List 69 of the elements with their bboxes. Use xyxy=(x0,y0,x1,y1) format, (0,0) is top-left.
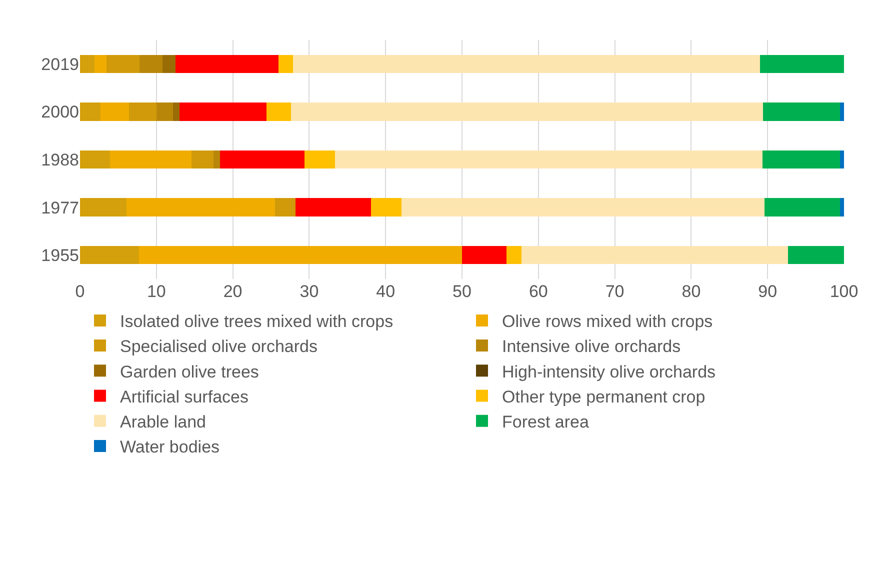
bar xyxy=(80,102,101,121)
x-tick-label: 100 xyxy=(830,282,858,301)
bar xyxy=(192,150,214,169)
bar xyxy=(788,246,844,264)
x-tick-label: 20 xyxy=(223,282,242,301)
bar xyxy=(80,150,110,169)
bar xyxy=(763,102,840,121)
x-tick-label: 80 xyxy=(682,282,701,301)
legend-label: Garden olive trees xyxy=(120,362,259,382)
legend-label: Other type permanent crop xyxy=(502,387,706,406)
y-tick-label: 1977 xyxy=(41,198,79,218)
bar xyxy=(506,246,522,264)
x-tick-label: 10 xyxy=(146,282,166,301)
bar xyxy=(220,150,305,169)
bar xyxy=(94,54,107,73)
x-tick-label: 90 xyxy=(758,282,778,301)
bar xyxy=(106,54,140,73)
y-tick-label: 1988 xyxy=(41,150,79,170)
x-tick-label: 40 xyxy=(376,282,396,301)
x-tick-label: 30 xyxy=(300,282,319,301)
bar xyxy=(840,102,844,121)
bar xyxy=(402,198,765,216)
bar xyxy=(128,102,156,121)
bar xyxy=(764,198,840,216)
bar xyxy=(138,246,462,264)
bar xyxy=(522,246,788,264)
legend-label: Specialised olive orchards xyxy=(120,337,318,356)
legend-label: Forest area xyxy=(502,412,590,432)
y-tick-label: 2019 xyxy=(41,54,79,74)
x-tick-label: 70 xyxy=(605,282,624,301)
legend-label: High-intensity olive orchards xyxy=(502,362,716,382)
bar xyxy=(266,102,291,121)
bar xyxy=(179,102,266,121)
bar xyxy=(162,54,176,73)
legend-label: Artificial surfaces xyxy=(120,387,248,406)
bar xyxy=(100,102,129,121)
legend-label: Arable land xyxy=(120,412,206,432)
bar xyxy=(840,150,844,169)
x-tick-label: 0 xyxy=(75,282,85,301)
bar xyxy=(304,150,336,169)
bar xyxy=(110,150,192,169)
bar xyxy=(278,54,294,73)
bar xyxy=(762,150,840,169)
legend-label: Water bodies xyxy=(120,438,220,457)
bar xyxy=(462,246,506,264)
bar xyxy=(80,198,127,216)
bar xyxy=(760,54,844,73)
bar xyxy=(293,54,760,73)
bar xyxy=(140,54,163,73)
x-tick-label: 60 xyxy=(528,282,548,301)
bar xyxy=(156,102,174,121)
bar xyxy=(126,198,275,216)
bar xyxy=(840,198,844,216)
bar xyxy=(173,102,180,121)
legend-label: Intensive olive orchards xyxy=(502,337,681,356)
bar xyxy=(290,102,764,121)
x-tick-label: 50 xyxy=(452,282,472,301)
legend-label: Olive rows mixed with crops xyxy=(502,312,713,332)
y-tick-label: 1955 xyxy=(41,246,79,266)
bar xyxy=(80,246,139,264)
bar xyxy=(214,150,220,169)
bar xyxy=(176,54,279,73)
bar xyxy=(371,198,402,216)
bar xyxy=(295,198,372,216)
legend-label: Isolated olive trees mixed with crops xyxy=(120,312,394,332)
bar xyxy=(335,150,762,169)
bar xyxy=(274,198,296,216)
bar xyxy=(80,54,95,73)
y-tick-label: 2000 xyxy=(41,102,79,122)
